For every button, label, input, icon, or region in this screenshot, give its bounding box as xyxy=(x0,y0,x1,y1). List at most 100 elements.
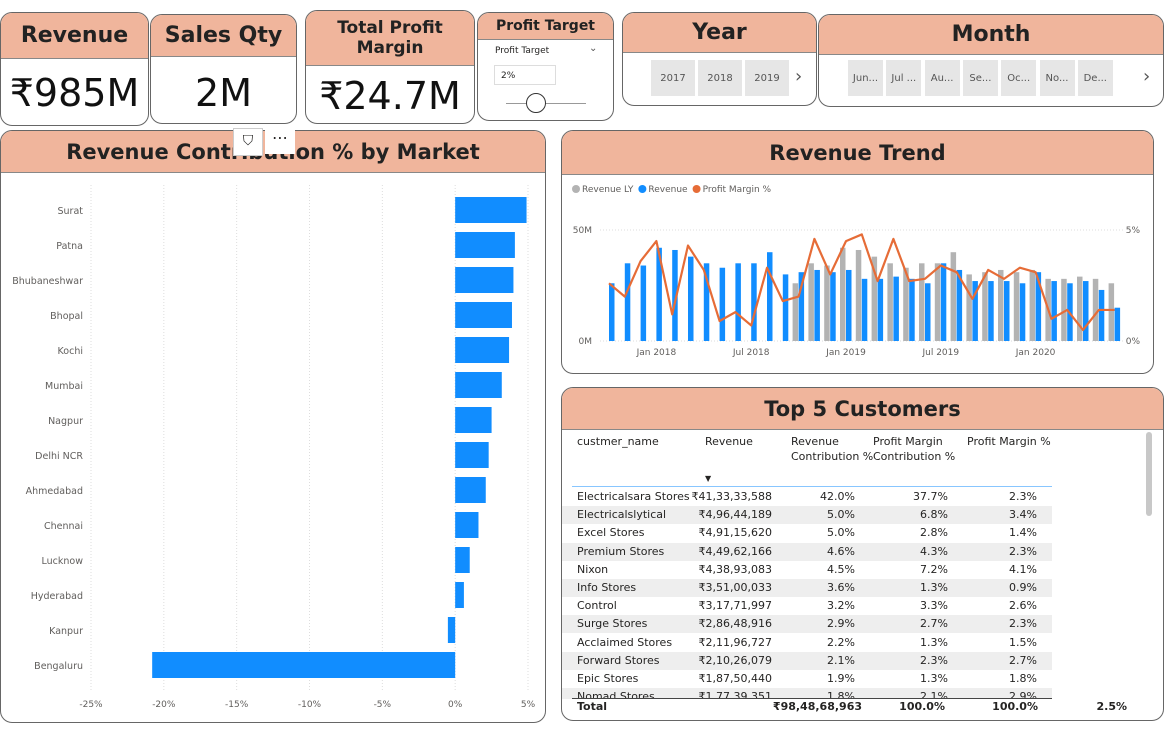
card-value: ₹24.7M xyxy=(319,74,461,118)
chevron[interactable]: ⌄ xyxy=(589,43,598,54)
table-cell: Forward Stores xyxy=(577,653,660,667)
sort-indicator[interactable]: ▼ xyxy=(705,474,712,483)
slicer-option[interactable]: De... xyxy=(1077,60,1113,96)
table-cell: 1.4% xyxy=(1009,526,1037,540)
table-row: Premium Stores ₹4,49,62,166 4.6% 4.3% 2.3% xyxy=(562,542,1052,561)
table-cell: 42.0% xyxy=(820,490,855,503)
table-cell: Excel Stores xyxy=(577,526,645,540)
table-cell: Epic Stores xyxy=(577,672,639,685)
total-cell: 100.0% xyxy=(992,700,1038,713)
table-cell: 2.1% xyxy=(827,653,855,667)
card-title: Total Profit Margin xyxy=(306,11,474,66)
table-cell: ₹4,38,93,083 xyxy=(698,562,772,576)
slicer-option[interactable]: 2019 xyxy=(745,60,789,96)
total-cell: 100.0% xyxy=(899,700,945,713)
table-cell: 2.2% xyxy=(827,635,855,649)
slicer-option[interactable]: Se... xyxy=(962,60,998,96)
table-cell: 37.7% xyxy=(913,490,948,503)
table-cell: 2.6% xyxy=(1009,599,1037,613)
slicer-option[interactable]: Jul ... xyxy=(886,60,922,96)
profit-margin-card: Total Profit Margin ₹24.7M xyxy=(305,10,475,124)
table-cell: Info Stores xyxy=(577,581,637,594)
table-cell: 7.2% xyxy=(920,562,948,576)
column-header: Revenue xyxy=(705,435,753,448)
slicer-option[interactable]: Oc... xyxy=(1001,60,1037,96)
card-value: ₹985M xyxy=(9,71,140,115)
table-cell: Premium Stores xyxy=(577,544,665,558)
year-slicer: Year › 2017 2018 2019 xyxy=(622,12,817,106)
table-cell: 2.3% xyxy=(920,653,948,667)
table-cell: ₹2,10,26,079 xyxy=(698,653,772,667)
slicer-option[interactable]: 2017 xyxy=(651,60,695,96)
slicer-option[interactable]: Au... xyxy=(924,60,960,96)
table-cell: 2.9% xyxy=(1009,690,1037,699)
card-title: Revenue xyxy=(1,13,148,59)
table-cell: ₹1,87,50,440 xyxy=(698,672,772,685)
table-row: Control ₹3,17,71,997 3.2% 3.3% 2.6% xyxy=(562,597,1052,616)
table-cell: ₹4,91,15,620 xyxy=(698,526,772,540)
table-cell: 2.8% xyxy=(920,526,948,540)
table-cell: Nomad Stores xyxy=(577,690,655,699)
table-cell: 1.3% xyxy=(920,672,948,685)
table-cell: 3.3% xyxy=(920,599,948,613)
table-cell: Control xyxy=(577,599,617,613)
column-header: Profit Margin % xyxy=(967,435,1051,448)
scrollbar[interactable] xyxy=(1146,432,1152,516)
profit-target-slicer: Profit Target Profit Target ⌄ 2% xyxy=(477,12,614,121)
column-header: custmer_name xyxy=(577,435,659,448)
month-slicer: Month › Jun... Jul ... Au... Se... Oc... No..… xyxy=(818,14,1164,107)
slicer-option[interactable]: 2018 xyxy=(698,60,742,96)
table-cell: ₹1,77,39,351 xyxy=(698,690,772,699)
table-row: Excel Stores ₹4,91,15,620 5.0% 2.8% 1.4% xyxy=(562,524,1052,543)
slicer-option[interactable]: Jun... xyxy=(848,60,883,96)
table-cell: Nixon xyxy=(577,562,609,576)
next-arrow[interactable]: › xyxy=(1143,66,1151,87)
table-cell: Surge Stores xyxy=(577,617,648,631)
table-cell: 2.9% xyxy=(827,617,855,631)
next-arrow[interactable]: › xyxy=(795,66,803,87)
table-row: Electricalsara Stores ₹41,33,33,588 42.0% 3… xyxy=(562,488,1052,506)
table-cell: 2.7% xyxy=(1009,653,1037,667)
table-cell: Acclaimed Stores xyxy=(577,635,673,649)
slicer-option[interactable]: No... xyxy=(1039,60,1075,96)
table-cell: ₹3,17,71,997 xyxy=(698,599,772,613)
table-cell: 5.0% xyxy=(827,526,855,540)
table-row: Nixon ₹4,38,93,083 4.5% 7.2% 4.1% xyxy=(562,560,1052,579)
slider-handle[interactable] xyxy=(526,93,546,113)
more-options[interactable]: ⋯ xyxy=(265,128,295,154)
table-cell: 3.2% xyxy=(827,599,855,613)
table-row: Acclaimed Stores ₹2,11,96,727 2.2% 1.3% 1.5% xyxy=(562,633,1052,652)
table-cell: 2.7% xyxy=(920,617,948,631)
table-cell: 1.3% xyxy=(920,581,948,594)
table-cell: 0.9% xyxy=(1009,581,1037,594)
slicer-input[interactable]: 2% xyxy=(494,65,556,85)
filter-icon[interactable]: ⛉ xyxy=(233,128,263,156)
table-cell: Electricalslytical xyxy=(577,508,667,522)
table-cell: 6.8% xyxy=(920,508,948,522)
table-cell: 1.8% xyxy=(1009,672,1037,685)
table-cell: ₹41,33,33,588 xyxy=(691,490,772,503)
trend-chart-panel: Revenue Trend xyxy=(561,130,1154,374)
customer-table: Electricalsara Stores ₹41,33,33,588 42.0% 3… xyxy=(562,430,1152,720)
table-cell: 1.3% xyxy=(920,635,948,649)
table-row: Surge Stores ₹2,86,48,916 2.9% 2.7% 2.3% xyxy=(562,615,1052,634)
table-row: Forward Stores ₹2,10,26,079 2.1% 2.3% 2.7% xyxy=(562,651,1052,670)
table-row: Info Stores ₹3,51,00,033 3.6% 1.3% 0.9% xyxy=(562,579,1052,597)
table-cell: 1.5% xyxy=(1009,635,1037,649)
table-cell: 2.1% xyxy=(920,690,948,699)
total-cell: 2.5% xyxy=(1096,700,1127,713)
total-rule xyxy=(572,698,1052,699)
market-chart-panel: Revenue Contribution % by Market xyxy=(0,130,546,723)
slicer-title: Year xyxy=(623,13,816,53)
table-cell: ₹3,51,00,033 xyxy=(698,581,772,594)
table-cell: 2.3% xyxy=(1009,490,1037,503)
table-cell: Electricalsara Stores xyxy=(577,490,690,503)
table-row: Epic Stores ₹1,87,50,440 1.9% 1.3% 1.8% xyxy=(562,670,1052,688)
table-row: Nomad Stores ₹1,77,39,351 1.8% 2.1% 2.9% xyxy=(562,688,1052,699)
table-cell: ₹4,96,44,189 xyxy=(698,508,772,522)
table-body: Electricalsara Stores ₹41,33,33,588 42.0% 3… xyxy=(562,488,1062,699)
slicer-title: Month xyxy=(819,15,1163,55)
revenue-card: Revenue ₹985M xyxy=(0,12,149,126)
table-cell: 1.8% xyxy=(827,690,855,699)
